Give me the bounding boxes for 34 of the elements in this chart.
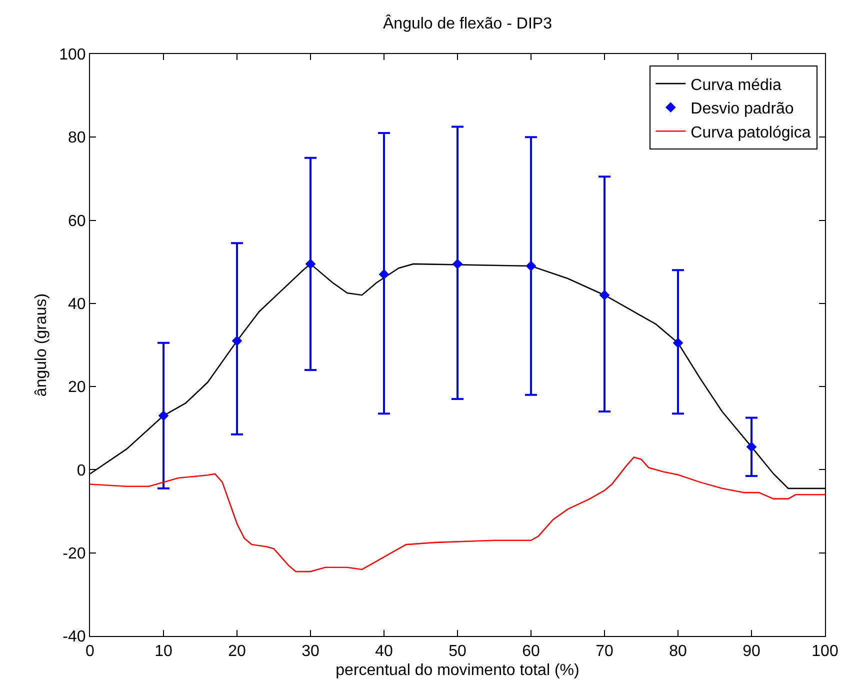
point [378, 269, 390, 280]
x-axis-title: percentual do movimento total (%) [336, 662, 580, 679]
legend-label: Curva média [690, 76, 782, 94]
y-tick-label: -40 [62, 628, 86, 646]
chart-title: Ângulo de flexão - DIP3 [383, 14, 552, 33]
y-tick-label: 60 [68, 212, 86, 230]
x-tick-label: 70 [596, 643, 614, 660]
x-tick-label: 40 [375, 643, 393, 660]
y-tick-label: 100 [59, 46, 86, 64]
legend-label: Curva patológica [690, 124, 811, 142]
point [305, 258, 316, 270]
y-tick-label: 40 [68, 296, 86, 314]
point [746, 442, 757, 452]
point [599, 290, 610, 300]
x-tick-label: 90 [742, 643, 760, 660]
point [158, 410, 169, 421]
line-series [90, 456, 825, 572]
x-tick-label: 10 [154, 643, 172, 660]
y-tick-label: 0 [76, 462, 86, 480]
x-tick-label: 50 [448, 643, 466, 660]
y-axis-title: ângulo (graus) [32, 293, 50, 397]
x-tick-label: 30 [302, 643, 320, 660]
point [672, 338, 684, 348]
x-tick-label: 60 [522, 643, 540, 660]
x-tick-label: 20 [228, 643, 246, 660]
y-tick-label: 80 [68, 130, 86, 147]
point [232, 336, 242, 346]
y-tick-label: 20 [68, 379, 86, 396]
point [526, 260, 536, 272]
y-tick-label: -20 [62, 545, 86, 562]
point [452, 258, 463, 270]
legend-label: Desvio padrão [690, 100, 794, 118]
x-tick-label: 100 [812, 643, 838, 660]
x-tick-label: 80 [669, 643, 687, 660]
